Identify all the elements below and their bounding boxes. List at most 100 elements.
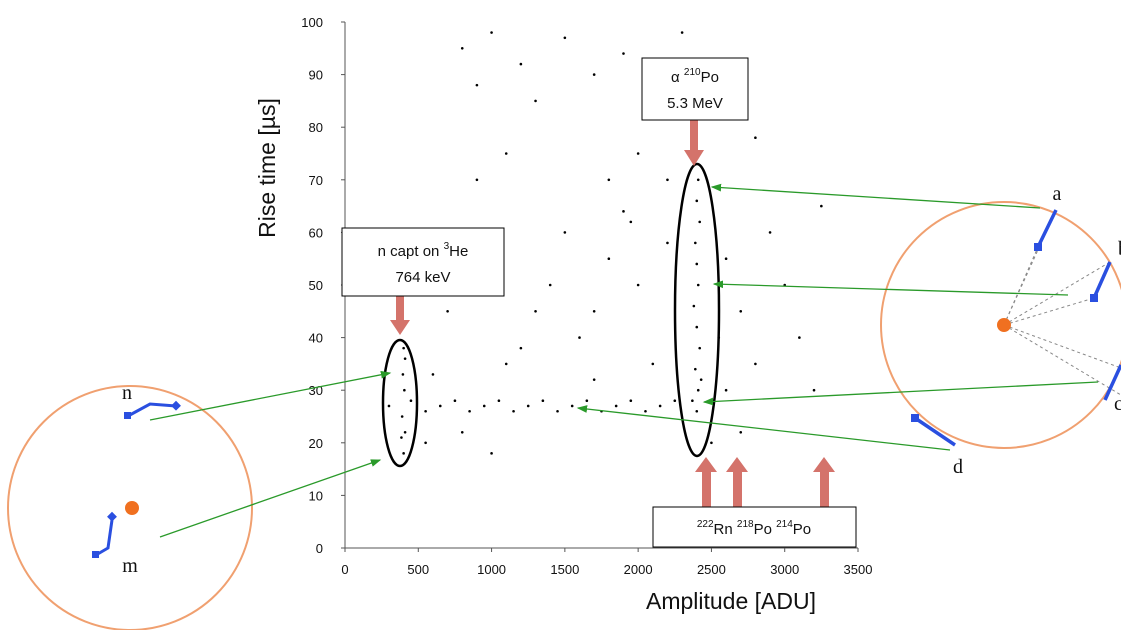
point: [695, 262, 699, 266]
y-axis-title: Rise time [µs]: [254, 98, 280, 238]
point: [695, 325, 699, 329]
track-label: n: [122, 382, 132, 404]
point: [680, 31, 684, 34]
dashed-lines: [1003, 209, 1121, 396]
y-tick-label: 100: [301, 15, 323, 30]
y-tick-label: 50: [309, 278, 323, 293]
pointer-line: [159, 459, 382, 538]
element: He: [449, 243, 468, 260]
track: [914, 416, 956, 447]
point: [820, 204, 823, 208]
x-tick-label: 1000: [477, 562, 506, 577]
up-arrow: [813, 457, 835, 508]
pointer-line: [576, 405, 951, 451]
point: [636, 283, 640, 287]
point: [695, 409, 699, 413]
point: [556, 409, 559, 413]
point: [592, 310, 596, 313]
point: [403, 430, 407, 434]
point: [504, 152, 508, 155]
point: [526, 404, 530, 408]
point: [490, 452, 493, 455]
x-tick-label: 0: [341, 562, 348, 577]
detector-circle: [880, 201, 1121, 449]
y-tick-label: 20: [309, 436, 323, 451]
point: [453, 399, 457, 403]
y-tick-label: 70: [309, 173, 323, 188]
point: [691, 399, 694, 403]
point: [534, 99, 537, 103]
track-end: [1090, 294, 1098, 302]
point: [694, 367, 697, 371]
point: [512, 409, 515, 413]
x-tick-label: 1500: [550, 562, 579, 577]
point: [468, 409, 471, 413]
point: [482, 404, 486, 408]
track-label: b: [1118, 238, 1121, 260]
point: [636, 152, 640, 155]
mass: 210: [684, 67, 701, 78]
pointer-line: [149, 370, 392, 421]
point: [614, 404, 618, 408]
point: [519, 346, 523, 350]
point: [519, 62, 523, 66]
symbol: α: [671, 69, 680, 86]
point: [504, 362, 508, 366]
point: [402, 452, 405, 455]
point: [698, 346, 702, 350]
point: [592, 378, 596, 381]
point: [541, 399, 545, 403]
y-tick-label: 10: [309, 488, 323, 503]
track-end: [92, 551, 99, 558]
point: [409, 399, 413, 403]
alpha-energy: 5.3 MeV: [667, 95, 723, 112]
track: [95, 519, 114, 557]
point: [622, 210, 625, 213]
point: [438, 404, 442, 408]
point: [570, 404, 574, 408]
point: [651, 362, 655, 366]
point: [400, 436, 403, 439]
x-tick-label: 500: [407, 562, 429, 577]
pointer-line: [710, 183, 1041, 209]
track-label: a: [1053, 183, 1062, 205]
up-arrow: [695, 457, 717, 508]
point: [673, 399, 677, 403]
neutron-energy: 764 keV: [395, 269, 450, 286]
alpha-label: α 210Po: [671, 67, 719, 86]
y-tick-label: 40: [309, 331, 323, 346]
x-tick-label: 2000: [624, 562, 653, 577]
point: [812, 388, 816, 392]
y-tick-label: 0: [316, 541, 323, 556]
point: [629, 399, 633, 403]
point: [666, 241, 669, 245]
pointer-line: [712, 280, 1069, 296]
point: [739, 310, 743, 313]
mass: 218: [737, 519, 754, 530]
x-axis-title: Amplitude [ADU]: [646, 588, 816, 614]
point: [431, 373, 435, 376]
point: [403, 357, 407, 360]
annotation-box: [652, 506, 857, 548]
point: [460, 430, 464, 434]
point: [497, 399, 501, 403]
point: [644, 409, 647, 413]
neutron-label: n capt on 3He: [378, 241, 469, 260]
element: Po: [701, 69, 719, 86]
y-tick-label: 80: [309, 120, 323, 135]
point: [696, 283, 700, 287]
x-tick-label: 3500: [844, 562, 873, 577]
point: [607, 257, 611, 261]
right-detector: a b c d: [576, 183, 1121, 478]
text: n capt on: [378, 243, 440, 260]
point: [695, 199, 699, 203]
point: [699, 378, 703, 381]
point: [696, 178, 700, 182]
up-arrow: [726, 457, 748, 508]
point: [424, 441, 427, 445]
mass: 3: [444, 241, 450, 252]
point: [692, 304, 696, 308]
point: [592, 73, 596, 76]
point: [698, 220, 702, 224]
